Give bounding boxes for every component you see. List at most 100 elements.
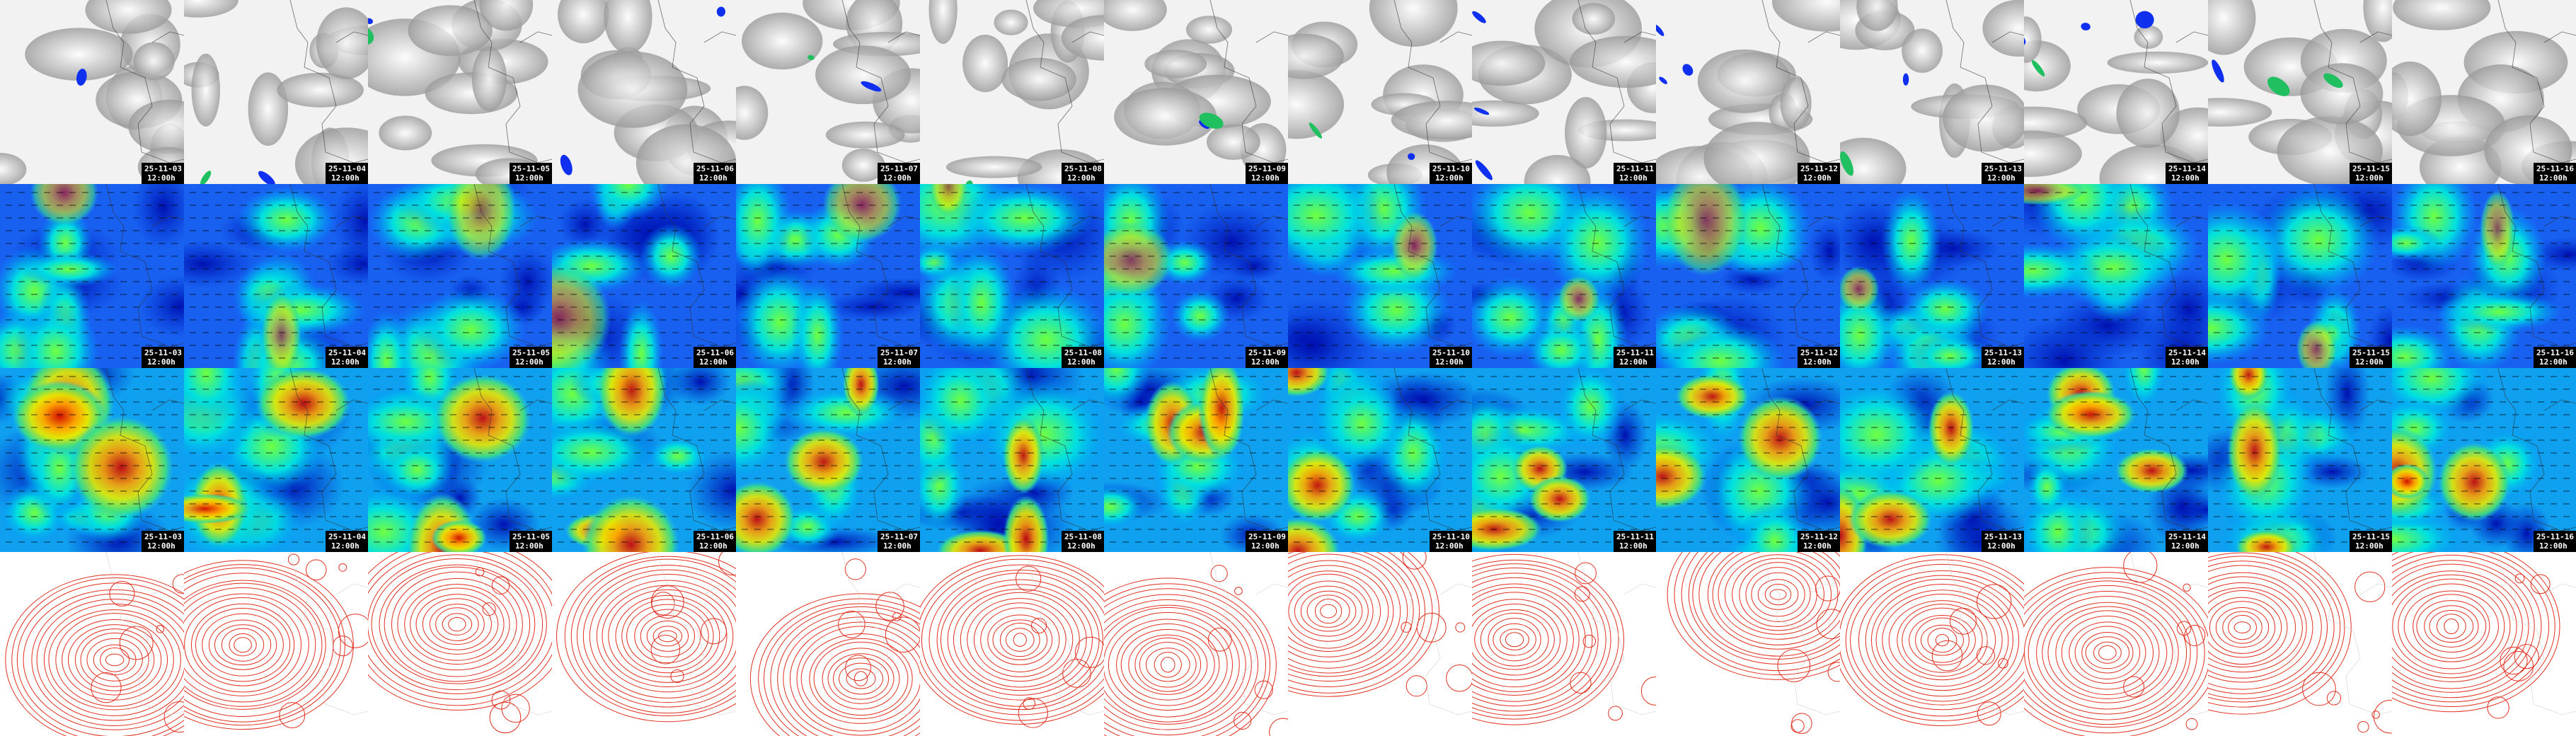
cloud	[191, 53, 220, 127]
mid-field	[1524, 319, 1598, 368]
map-tile	[736, 552, 920, 736]
isobar	[429, 604, 485, 645]
wind-vectors	[6, 376, 178, 543]
isobar	[1288, 553, 1401, 669]
tile-bg	[2208, 552, 2392, 736]
cloud	[1943, 84, 2024, 152]
time-label: 12:00h	[2355, 541, 2384, 551]
tile-content	[184, 552, 368, 736]
label-box	[2350, 163, 2392, 184]
coastline	[657, 0, 736, 163]
date-label: 25-11-04	[328, 532, 366, 541]
label-box	[142, 347, 184, 368]
isobar	[2208, 597, 2282, 658]
wind-vectors	[1846, 376, 2018, 543]
isobar	[391, 571, 523, 677]
precip	[2135, 11, 2154, 29]
cloud	[25, 28, 133, 81]
isobar	[156, 625, 165, 633]
time-label: 12:00h	[2355, 357, 2384, 367]
tile-bg	[920, 552, 1104, 736]
isobar	[371, 558, 544, 691]
isobar	[2081, 632, 2134, 674]
cloud	[1288, 33, 1344, 79]
label-box	[1798, 163, 1840, 184]
isobar	[1320, 604, 1338, 619]
cloud	[85, 0, 172, 34]
coastline	[473, 184, 552, 347]
date-label: 25-11-13	[1984, 164, 2022, 173]
coastline	[105, 184, 184, 347]
low-field	[139, 274, 184, 338]
isobar	[397, 577, 517, 671]
isobar	[2392, 554, 2542, 698]
date-label: 25-11-09	[1248, 348, 1286, 357]
tile-bg	[0, 552, 184, 736]
cloud	[1104, 0, 1167, 31]
mid-field	[1881, 187, 1941, 295]
cloud	[1001, 57, 1076, 101]
label-box	[878, 531, 920, 552]
precip	[2031, 59, 2045, 76]
isobar	[2074, 626, 2141, 680]
isobar	[80, 632, 149, 687]
isobar	[1493, 623, 1536, 656]
high-field	[1198, 368, 1246, 459]
coastline	[2313, 552, 2392, 715]
date-label: 25-11-11	[1616, 532, 1654, 541]
isobar	[74, 628, 155, 691]
isobar	[2354, 571, 2386, 602]
cloud	[1902, 28, 1943, 73]
precip	[258, 171, 275, 184]
high-field	[433, 374, 531, 464]
isobar	[2184, 624, 2206, 646]
coastline	[2129, 552, 2208, 715]
mid-field	[736, 184, 793, 280]
isobar	[928, 570, 1104, 711]
label-box	[1246, 163, 1288, 184]
isobar	[846, 668, 876, 689]
isobar	[1405, 675, 1427, 697]
tile-content	[1472, 0, 1656, 184]
isobar	[2093, 641, 2122, 664]
isobar	[2208, 556, 2335, 699]
cloud	[2134, 25, 2163, 49]
time-label: 12:00h	[2539, 173, 2568, 183]
wind-vectors	[926, 192, 1098, 359]
isobar	[184, 560, 354, 730]
date-label: 25-11-07	[880, 164, 918, 173]
wind-vectors	[2214, 376, 2386, 543]
time-label: 12:00h	[1619, 541, 1648, 551]
low-field	[1808, 219, 1840, 283]
date-label: 25-11-05	[512, 164, 550, 173]
high-field	[1003, 495, 1050, 552]
label-box	[1062, 163, 1104, 184]
tile-content	[552, 552, 736, 736]
tile-content	[1472, 184, 1656, 368]
cloud	[841, 148, 885, 182]
coastline	[1761, 368, 1840, 531]
isobar	[2514, 573, 2525, 584]
isobar	[2487, 696, 2509, 719]
cloud	[0, 152, 27, 184]
isobar	[338, 614, 368, 648]
isobar	[1472, 587, 1580, 692]
precip	[1309, 122, 1323, 139]
isobar	[1472, 563, 1611, 716]
high-field	[261, 291, 302, 368]
isobar	[2185, 718, 2198, 730]
coastline	[105, 368, 184, 531]
tile-content	[2208, 552, 2392, 736]
isobar	[305, 559, 327, 581]
mid-field	[2025, 457, 2069, 518]
high-field	[1848, 490, 1933, 549]
map-tile	[184, 552, 368, 736]
